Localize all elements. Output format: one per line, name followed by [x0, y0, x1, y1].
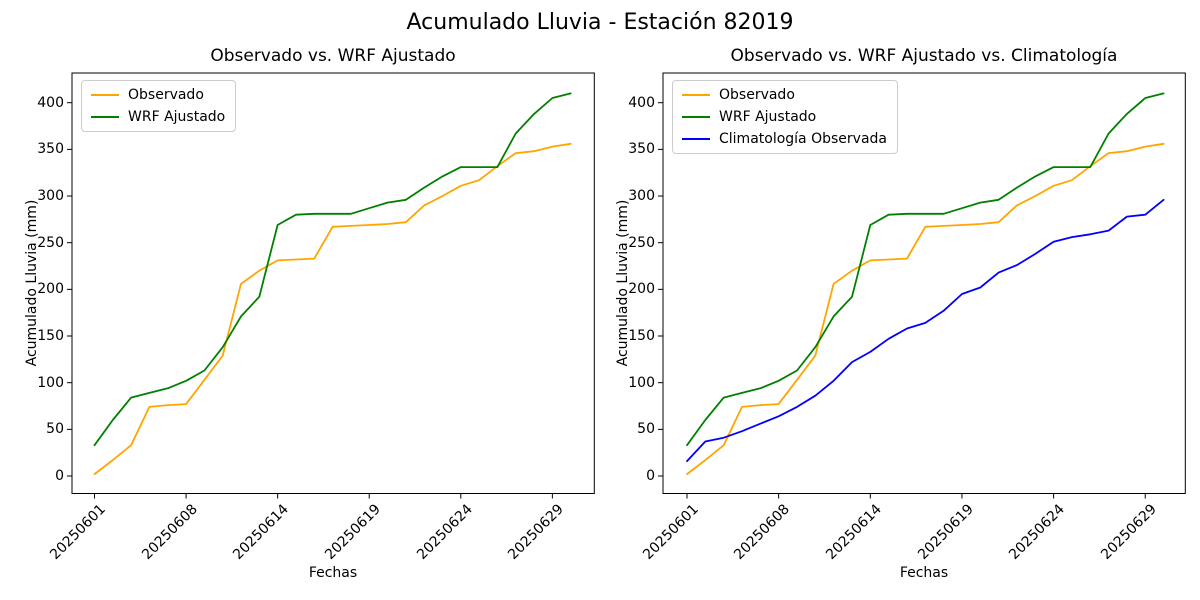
y-tick-label: 100 — [37, 374, 64, 391]
legend-item-wrf-ajustado: WRF Ajustado — [682, 109, 887, 125]
legend-label: Observado — [128, 87, 204, 103]
legend-item-observado: Observado — [682, 87, 887, 103]
left-x-axis-label: Fechas — [308, 565, 358, 581]
y-tick-label: 350 — [37, 141, 64, 158]
series-line-climatolog-a-observada — [686, 198, 1165, 463]
left-chart-title: Observado vs. WRF Ajustado — [210, 46, 456, 66]
right-legend: Observado WRF Ajustado Climatología Observ… — [672, 80, 898, 154]
y-tick-label: 200 — [37, 281, 64, 298]
y-tick-label: 250 — [628, 234, 655, 251]
figure-title: Acumulado Lluvia - Estación 82019 — [406, 10, 794, 35]
y-tick-label: 0 — [646, 468, 655, 484]
y-tick-label: 400 — [628, 94, 655, 111]
legend-label: Observado — [719, 87, 795, 103]
right-chart-title: Observado vs. WRF Ajustado vs. Climatolo… — [730, 46, 1118, 66]
y-tick-label: 350 — [628, 141, 655, 158]
right-x-axis-label: Fechas — [899, 565, 949, 581]
y-tick-label: 300 — [628, 188, 655, 205]
legend-item-wrf-ajustado: WRF Ajustado — [91, 109, 225, 125]
y-tick-label: 400 — [37, 94, 64, 111]
series-line-observado — [686, 142, 1165, 476]
left-axes-frame — [71, 72, 595, 494]
y-tick-label: 150 — [628, 328, 655, 344]
legend-line-swatch — [682, 94, 710, 96]
legend-label: WRF Ajustado — [719, 109, 817, 125]
series-line-wrf-ajustado — [93, 92, 572, 447]
y-tick-label: 300 — [37, 188, 64, 205]
legend-item-observado: Observado — [91, 87, 225, 103]
legend-item-climatolog-a-observada: Climatología Observada — [682, 131, 887, 147]
y-tick-label: 50 — [46, 421, 64, 438]
legend-line-swatch — [91, 94, 119, 96]
left-legend: Observado WRF Ajustado — [81, 80, 237, 132]
legend-label: Climatología Observada — [719, 131, 887, 147]
series-line-wrf-ajustado — [686, 92, 1165, 447]
y-tick-label: 100 — [628, 374, 655, 391]
y-tick-label: 200 — [628, 281, 655, 298]
legend-line-swatch — [91, 116, 119, 118]
right-axes-frame — [662, 72, 1186, 494]
y-tick-label: 0 — [55, 468, 64, 484]
legend-line-swatch — [682, 138, 710, 140]
legend-label: WRF Ajustado — [128, 109, 226, 125]
y-tick-label: 150 — [37, 328, 64, 344]
y-tick-label: 50 — [637, 421, 655, 438]
y-tick-label: 250 — [37, 234, 64, 251]
legend-line-swatch — [682, 116, 710, 118]
series-line-observado — [93, 142, 572, 476]
